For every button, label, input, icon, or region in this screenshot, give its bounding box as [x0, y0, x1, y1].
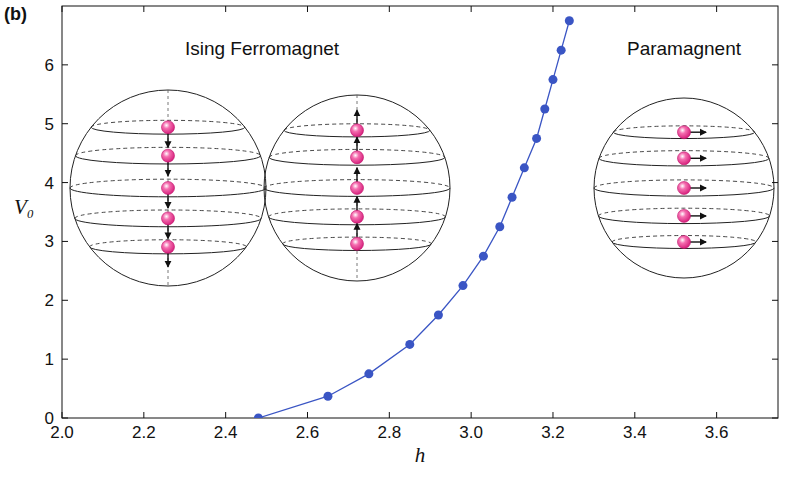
x-tick: [225, 412, 226, 418]
x-tick: [389, 412, 390, 418]
data-point: [548, 75, 557, 84]
data-point: [479, 252, 488, 261]
spin: [351, 151, 364, 164]
spin: [678, 182, 691, 195]
data-point: [508, 193, 517, 202]
sphere: [594, 98, 774, 278]
spin: [351, 210, 364, 223]
data-point: [520, 163, 529, 172]
x-tick-label: 3.4: [623, 423, 647, 442]
sphere-outline: [594, 98, 774, 278]
x-tick-label: 2.2: [132, 423, 156, 442]
y-tick: [772, 300, 778, 301]
y-tick-label: 5: [45, 115, 54, 134]
spin: [162, 240, 175, 253]
x-tick-label: 3.6: [705, 423, 729, 442]
data-point: [532, 134, 541, 143]
x-tick: [471, 412, 472, 418]
y-tick: [62, 64, 68, 65]
sphere: [264, 95, 450, 281]
x-tick: [307, 6, 308, 12]
data-point: [434, 311, 443, 320]
plot-frame: [62, 6, 778, 418]
y-tick: [772, 359, 778, 360]
y-tick-label: 4: [45, 174, 54, 193]
y-tick: [772, 182, 778, 183]
spin: [678, 236, 691, 249]
y-tick: [62, 300, 68, 301]
x-tick: [634, 6, 635, 12]
y-tick-label: 1: [45, 350, 54, 369]
y-tick-label: 0: [45, 409, 54, 428]
data-point: [565, 16, 574, 25]
sphere: [70, 90, 266, 286]
data-line: [258, 21, 569, 418]
spin: [162, 121, 175, 134]
x-tick: [143, 6, 144, 12]
x-tick-label: 3.2: [541, 423, 565, 442]
spin: [351, 237, 364, 250]
x-tick-label: 2.4: [214, 423, 238, 442]
y-tick-label: 2: [45, 291, 54, 310]
x-tick: [716, 412, 717, 418]
data-point: [405, 340, 414, 349]
y-tick: [62, 123, 68, 124]
x-tick-label: 2.8: [377, 423, 401, 442]
data-point: [323, 392, 332, 401]
data-group: [254, 16, 574, 418]
data-point: [495, 222, 504, 231]
x-tick: [552, 412, 553, 418]
data-point: [364, 369, 373, 378]
data-point: [254, 414, 263, 419]
data-point: [557, 46, 566, 55]
y-tick: [772, 241, 778, 242]
panel-label: (b): [4, 4, 27, 24]
x-tick: [143, 412, 144, 418]
x-tick: [62, 6, 63, 12]
x-axis-title: h: [415, 443, 426, 467]
chart: Ising FerromagnetParamagnent2.02.22.42.6…: [0, 0, 801, 489]
spin: [351, 182, 364, 195]
sphere-outline: [70, 90, 266, 286]
x-tick-label: 3.0: [459, 423, 483, 442]
y-tick-label: 6: [45, 56, 54, 75]
data-point: [458, 281, 467, 290]
x-tick: [552, 6, 553, 12]
spin: [678, 126, 691, 139]
y-axis-title: V₀: [14, 195, 34, 219]
sphere-outline: [264, 95, 450, 281]
x-tick: [634, 412, 635, 418]
annotation: Paramagnent: [627, 38, 742, 59]
spin: [678, 152, 691, 165]
x-tick: [471, 6, 472, 12]
y-tick: [62, 241, 68, 242]
x-tick: [62, 412, 63, 418]
data-point: [540, 105, 549, 114]
y-tick: [772, 64, 778, 65]
y-tick: [772, 418, 778, 419]
x-tick: [389, 6, 390, 12]
y-tick: [772, 123, 778, 124]
spin: [351, 124, 364, 137]
y-tick-label: 3: [45, 232, 54, 251]
y-tick: [62, 418, 68, 419]
annotation: Ising Ferromagnet: [185, 38, 340, 59]
spin: [678, 209, 691, 222]
y-tick: [62, 182, 68, 183]
spin: [162, 149, 175, 162]
spin: [162, 212, 175, 225]
spin: [162, 182, 175, 195]
x-tick: [225, 6, 226, 12]
x-tick-label: 2.6: [296, 423, 320, 442]
y-tick: [62, 359, 68, 360]
x-tick: [716, 6, 717, 12]
x-tick: [307, 412, 308, 418]
